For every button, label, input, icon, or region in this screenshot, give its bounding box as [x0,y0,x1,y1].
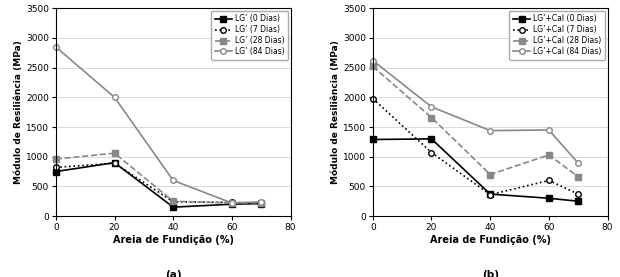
Line: LG’ (28 Dias): LG’ (28 Dias) [53,150,264,206]
LG’+Cal (28 Dias) [575,175,582,179]
LG’ (0 Dias) [52,170,60,173]
LG’ (7 Dias) [257,202,265,205]
LG’ (0 Dias) [111,161,118,164]
LG’ (28 Dias) [257,201,265,204]
LG’ (28 Dias) [111,152,118,155]
LG’+Cal (0 Dias) [369,138,376,141]
Title: (a): (a) [165,270,182,277]
LG’+Cal (7 Dias) [545,179,552,182]
Line: LG’+Cal (0 Dias): LG’+Cal (0 Dias) [370,136,581,204]
LG’+Cal (84 Dias) [369,59,376,62]
X-axis label: Areia de Fundição (%): Areia de Fundição (%) [430,235,551,245]
LG’+Cal (7 Dias) [575,193,582,196]
Y-axis label: Módulo de Resiliência (MPa): Módulo de Resiliência (MPa) [14,40,23,184]
LG’ (28 Dias) [228,201,236,205]
LG’+Cal (0 Dias) [545,197,552,200]
Title: (b): (b) [482,270,498,277]
Y-axis label: Módulo de Resiliência (MPa): Módulo de Resiliência (MPa) [331,40,340,184]
LG’ (0 Dias) [228,202,236,206]
LG’ (0 Dias) [169,206,177,209]
LG’+Cal (84 Dias) [487,129,494,132]
LG’ (7 Dias) [52,166,60,169]
Legend: LG’+Cal (0 Dias), LG’+Cal (7 Dias), LG’+Cal (28 Dias), LG’+Cal (84 Dias): LG’+Cal (0 Dias), LG’+Cal (7 Dias), LG’+… [510,11,605,60]
Line: LG’+Cal (28 Dias): LG’+Cal (28 Dias) [370,64,581,180]
Line: LG’ (84 Dias): LG’ (84 Dias) [53,44,264,206]
LG’ (7 Dias) [111,161,118,165]
LG’ (84 Dias) [52,45,60,48]
LG’+Cal (7 Dias) [487,193,494,196]
LG’ (0 Dias) [257,202,265,205]
Line: LG’ (7 Dias): LG’ (7 Dias) [53,160,264,206]
LG’ (7 Dias) [228,201,236,204]
Line: LG’ (0 Dias): LG’ (0 Dias) [53,160,264,210]
LG’+Cal (84 Dias) [545,128,552,132]
LG’+Cal (7 Dias) [369,97,376,100]
LG’ (84 Dias) [111,96,118,99]
Line: LG’+Cal (84 Dias): LG’+Cal (84 Dias) [370,58,581,166]
Line: LG’+Cal (7 Dias): LG’+Cal (7 Dias) [370,96,581,198]
LG’ (84 Dias) [169,179,177,182]
LG’+Cal (7 Dias) [428,151,435,154]
LG’ (84 Dias) [228,201,236,205]
LG’ (28 Dias) [52,157,60,161]
LG’+Cal (28 Dias) [487,173,494,176]
LG’ (28 Dias) [169,199,177,203]
LG’+Cal (0 Dias) [487,193,494,196]
LG’+Cal (84 Dias) [428,105,435,109]
LG’+Cal (0 Dias) [428,137,435,140]
LG’+Cal (0 Dias) [575,199,582,203]
LG’ (84 Dias) [257,200,265,204]
Legend: LG’ (0 Dias), LG’ (7 Dias), LG’ (28 Dias), LG’ (84 Dias): LG’ (0 Dias), LG’ (7 Dias), LG’ (28 Dias… [211,11,288,60]
LG’+Cal (28 Dias) [369,65,376,68]
LG’ (7 Dias) [169,200,177,204]
LG’+Cal (28 Dias) [545,153,552,157]
LG’+Cal (28 Dias) [428,116,435,119]
LG’+Cal (84 Dias) [575,161,582,165]
X-axis label: Areia de Fundição (%): Areia de Fundição (%) [113,235,234,245]
